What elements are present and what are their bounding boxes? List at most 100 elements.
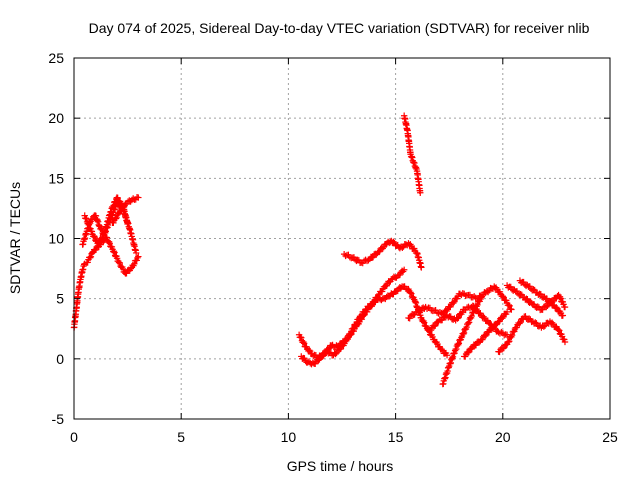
- data-point-marker: [468, 312, 475, 320]
- data-point-marker: [87, 253, 95, 260]
- data-point-marker: [561, 303, 569, 311]
- ticks-layer: 0 5 10 15 20 25 -5 0 5 10 15 20 25: [48, 50, 618, 445]
- data-point-marker: [379, 245, 386, 252]
- series-arc-7: [298, 266, 408, 368]
- series-arc-11: [426, 302, 511, 339]
- data-point-marker: [120, 203, 128, 211]
- data-point-marker: [443, 352, 451, 359]
- grid-layer: [74, 58, 610, 419]
- data-point-marker: [488, 325, 496, 332]
- data-point-marker: [84, 259, 91, 266]
- series-arc-15: [503, 282, 569, 314]
- data-point-marker: [465, 348, 473, 356]
- data-point-marker: [407, 289, 414, 296]
- data-marks: [70, 112, 569, 388]
- data-point-marker: [417, 189, 424, 196]
- data-point-marker: [116, 259, 124, 267]
- y-tick-label: 20: [48, 110, 64, 126]
- data-point-marker: [337, 345, 344, 353]
- data-point-marker: [479, 336, 486, 343]
- data-point-marker: [455, 340, 463, 347]
- data-point-marker: [556, 327, 563, 334]
- data-point-marker: [499, 315, 506, 322]
- series-arc-6: [295, 283, 451, 361]
- x-tick-label: 25: [602, 429, 618, 445]
- data-point-marker: [559, 312, 567, 319]
- data-point-marker: [548, 319, 556, 326]
- data-point-marker: [400, 266, 408, 273]
- data-point-marker: [474, 301, 481, 309]
- x-tick-label: 20: [495, 429, 511, 445]
- y-tick-label: 5: [56, 291, 64, 307]
- data-point-marker: [516, 320, 523, 327]
- data-point-marker: [124, 220, 131, 228]
- data-point-marker: [482, 331, 490, 339]
- data-point-marker: [368, 254, 376, 262]
- series-arc-5: [109, 193, 142, 227]
- y-tick-label: -5: [52, 411, 65, 427]
- data-point-marker: [454, 315, 461, 322]
- data-point-marker: [557, 295, 564, 302]
- data-point-marker: [111, 249, 118, 256]
- data-point-marker: [530, 286, 537, 293]
- data-point-marker: [430, 323, 438, 330]
- y-tick-label: 0: [56, 351, 64, 367]
- data-point-marker: [438, 346, 445, 353]
- data-point-marker: [375, 291, 382, 299]
- y-tick-label: 25: [48, 50, 64, 66]
- data-point-marker: [534, 303, 541, 310]
- data-point-marker: [88, 228, 96, 235]
- data-point-marker: [298, 334, 305, 341]
- data-point-marker: [561, 338, 569, 346]
- series-arc-8: [340, 237, 425, 271]
- series-arc-4: [83, 234, 142, 277]
- data-point-marker: [320, 352, 327, 359]
- x-tick-label: 5: [177, 429, 185, 445]
- data-point-marker: [399, 244, 406, 251]
- data-point-marker: [508, 332, 516, 339]
- data-point-marker: [480, 313, 487, 320]
- y-tick-label: 10: [48, 231, 64, 247]
- data-point-marker: [378, 288, 386, 295]
- data-point-marker: [532, 319, 539, 326]
- data-point-marker: [114, 194, 121, 202]
- data-point-marker: [123, 270, 130, 277]
- data-point-marker: [496, 318, 503, 325]
- data-point-marker: [455, 341, 462, 348]
- data-point-marker: [118, 207, 125, 214]
- series-arc-12: [439, 294, 485, 388]
- data-point-marker: [135, 253, 142, 260]
- data-point-marker: [432, 322, 439, 329]
- data-point-marker: [478, 294, 485, 301]
- data-point-marker: [481, 332, 489, 340]
- data-point-marker: [465, 319, 473, 326]
- data-point-marker: [546, 298, 554, 305]
- data-point-marker: [513, 324, 520, 331]
- data-point-marker: [505, 338, 512, 346]
- data-point-marker: [543, 303, 550, 311]
- data-point-marker: [319, 353, 326, 360]
- data-point-marker: [473, 303, 480, 310]
- data-point-marker: [489, 324, 497, 331]
- x-axis-label: GPS time / hours: [287, 458, 394, 474]
- data-point-marker: [342, 252, 349, 260]
- data-point-marker: [423, 305, 431, 313]
- data-point-marker: [106, 240, 113, 247]
- data-point-marker: [460, 329, 468, 337]
- data-point-marker: [450, 299, 457, 307]
- series-arc-14: [495, 313, 569, 356]
- data-point-marker: [471, 306, 478, 313]
- y-tick-label: 15: [48, 170, 64, 186]
- x-tick-label: 15: [388, 429, 404, 445]
- x-tick-label: 10: [281, 429, 297, 445]
- series-arc-3: [81, 194, 131, 247]
- data-point-marker: [503, 297, 510, 304]
- data-point-marker: [306, 347, 313, 354]
- data-point-marker: [540, 323, 548, 330]
- data-point-marker: [477, 295, 484, 303]
- data-point-marker: [463, 323, 470, 331]
- data-point-marker: [91, 233, 98, 241]
- data-point-marker: [517, 319, 524, 326]
